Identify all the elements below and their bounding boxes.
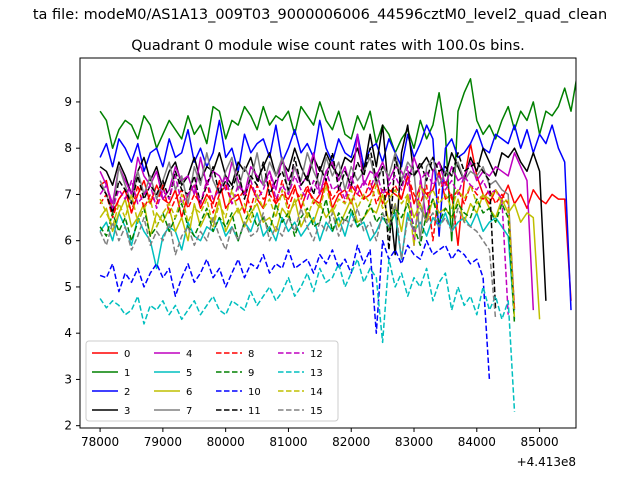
x-tick-label: 78000 (81, 435, 119, 449)
y-tick-label: 6 (64, 234, 72, 248)
series-line-15 (99, 202, 497, 320)
y-tick-label: 9 (64, 95, 72, 109)
legend-label-12: 12 (310, 349, 323, 360)
series-layer (99, 77, 576, 412)
series-line-3 (99, 124, 547, 301)
legend-label-8: 8 (248, 349, 254, 360)
legend-label-6: 6 (186, 387, 192, 398)
chart-title: Quadrant 0 module wise count rates with … (131, 38, 525, 54)
legend-label-15: 15 (310, 406, 323, 417)
series-line-1 (99, 77, 576, 242)
series-line-7 (99, 152, 516, 311)
series-line-11 (99, 147, 497, 311)
x-tick-label: 85000 (520, 435, 558, 449)
x-tick-label: 80000 (207, 435, 245, 449)
legend-label-10: 10 (248, 387, 261, 398)
series-line-12 (99, 165, 509, 315)
y-tick-label: 8 (64, 141, 72, 155)
y-tick-label: 7 (64, 187, 72, 201)
legend-label-7: 7 (186, 406, 192, 417)
series-line-14 (99, 184, 516, 320)
legend-label-1: 1 (124, 368, 130, 379)
series-line-9 (99, 198, 516, 324)
y-tick-label: 2 (64, 419, 72, 433)
x-tick-label: 83000 (395, 435, 433, 449)
x-tick-label: 79000 (144, 435, 182, 449)
legend-label-11: 11 (248, 406, 261, 417)
series-line-10 (99, 239, 491, 380)
legend-label-5: 5 (186, 368, 192, 379)
x-tick-label: 82000 (332, 435, 370, 449)
legend-label-3: 3 (124, 406, 130, 417)
series-line-8 (99, 175, 516, 311)
figure-suptitle: ta file: modeM0/AS1A13_009T03_9000006006… (33, 7, 607, 23)
y-tick-label: 5 (64, 280, 72, 294)
axes-layer: 78000 79000 80000 81000 82000 83000 84000 85000… (64, 95, 558, 449)
x-offset-label: +4.413e8 (517, 455, 576, 469)
legend-label-14: 14 (310, 387, 323, 398)
series-line-13 (99, 258, 516, 412)
legend-label-0: 0 (124, 349, 130, 360)
legend-label-4: 4 (186, 349, 192, 360)
series-line-2 (99, 119, 572, 311)
legend-label-2: 2 (124, 387, 130, 398)
x-tick-label: 81000 (269, 435, 307, 449)
legend-box (85, 340, 339, 422)
legend-label-9: 9 (248, 368, 254, 379)
plot-frame (79, 57, 577, 429)
y-tick-label: 4 (64, 326, 72, 340)
y-tick-label: 3 (64, 372, 72, 386)
legend-label-13: 13 (310, 368, 323, 379)
x-tick-label: 84000 (458, 435, 496, 449)
